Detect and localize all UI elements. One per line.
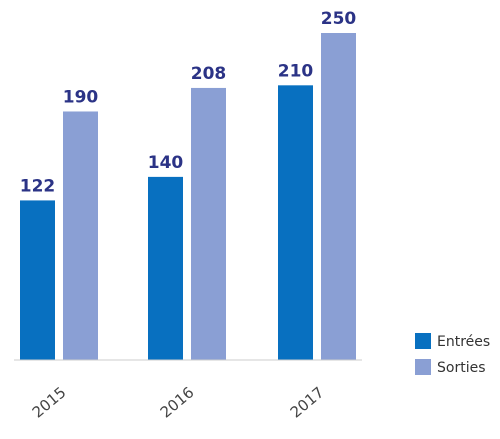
legend-swatch-series-0 bbox=[415, 333, 431, 349]
value-label-2016-series-0: 140 bbox=[148, 153, 184, 173]
bar-2017-series-1 bbox=[321, 33, 356, 360]
value-label-2017-series-1: 250 bbox=[321, 9, 357, 29]
x-tick-labels-layer: 2015 2016 2017 bbox=[29, 383, 328, 421]
value-labels-layer: 122 190 140 208 210 250 bbox=[20, 9, 357, 196]
value-label-2016-series-1: 208 bbox=[191, 64, 227, 84]
value-label-2015-series-1: 190 bbox=[63, 87, 99, 107]
legend-swatch-series-1 bbox=[415, 359, 431, 375]
bar-2015-series-1 bbox=[63, 111, 98, 360]
bar-2017-series-0 bbox=[278, 85, 313, 360]
bars-layer bbox=[20, 33, 356, 360]
value-label-2015-series-0: 122 bbox=[20, 176, 56, 196]
x-tick-label-2015: 2015 bbox=[29, 383, 70, 421]
value-label-2017-series-0: 210 bbox=[278, 61, 314, 81]
legend-label-series-1: Sorties bbox=[437, 360, 486, 376]
bar-2016-series-0 bbox=[148, 176, 183, 360]
bar-2015-series-0 bbox=[20, 200, 55, 360]
bar-2016-series-1 bbox=[191, 87, 226, 360]
legend: Entrées Sorties bbox=[415, 333, 490, 376]
x-tick-label-2016: 2016 bbox=[157, 383, 198, 421]
x-tick-label-2017: 2017 bbox=[287, 383, 328, 421]
legend-label-series-0: Entrées bbox=[437, 334, 490, 350]
